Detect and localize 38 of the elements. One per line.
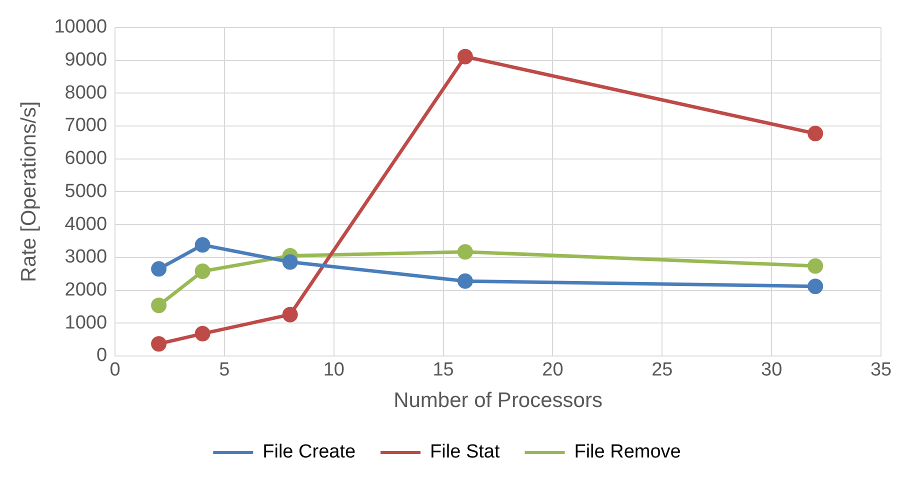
x-tick-label: 25 xyxy=(652,360,673,381)
x-tick-label: 35 xyxy=(870,360,892,381)
point xyxy=(194,237,210,253)
x-tick-label: 10 xyxy=(323,360,344,381)
point xyxy=(194,326,210,342)
x-tick-label: 5 xyxy=(219,360,230,381)
x-tick-label: 15 xyxy=(432,360,454,381)
x-tick-label: 0 xyxy=(110,360,120,381)
legend-label: File Create xyxy=(262,442,356,463)
point xyxy=(808,278,824,294)
x-tick-label: 30 xyxy=(761,360,782,381)
y-tick-label: 2000 xyxy=(64,280,108,301)
point xyxy=(457,244,473,260)
y-tick-label: 6000 xyxy=(64,148,108,170)
point xyxy=(457,273,473,289)
y-tick-label: 1000 xyxy=(64,312,108,334)
point xyxy=(151,336,167,352)
point xyxy=(282,254,298,270)
point xyxy=(151,298,167,314)
y-tick-label: 0 xyxy=(96,345,108,366)
y-tick-label: 3000 xyxy=(64,246,108,268)
point xyxy=(282,306,298,322)
y-tick-label: 5000 xyxy=(64,180,108,202)
point xyxy=(151,261,167,277)
point xyxy=(457,48,473,64)
point xyxy=(808,258,824,274)
legend-label: File Stat xyxy=(430,442,500,463)
point xyxy=(808,126,824,142)
y-tick-label: 8000 xyxy=(64,82,108,104)
x-axis-title: Number of Processors xyxy=(394,389,602,412)
y-tick-label: 10000 xyxy=(54,16,108,38)
y-tick-label: 9000 xyxy=(64,49,108,70)
x-tick-label: 20 xyxy=(542,360,564,381)
y-tick-label: 7000 xyxy=(64,115,108,136)
y-axis-title: Rate [Operations/s] xyxy=(17,101,40,282)
legend-label: File Remove xyxy=(574,442,681,463)
y-tick-label: 4000 xyxy=(64,214,108,235)
point xyxy=(194,263,210,279)
